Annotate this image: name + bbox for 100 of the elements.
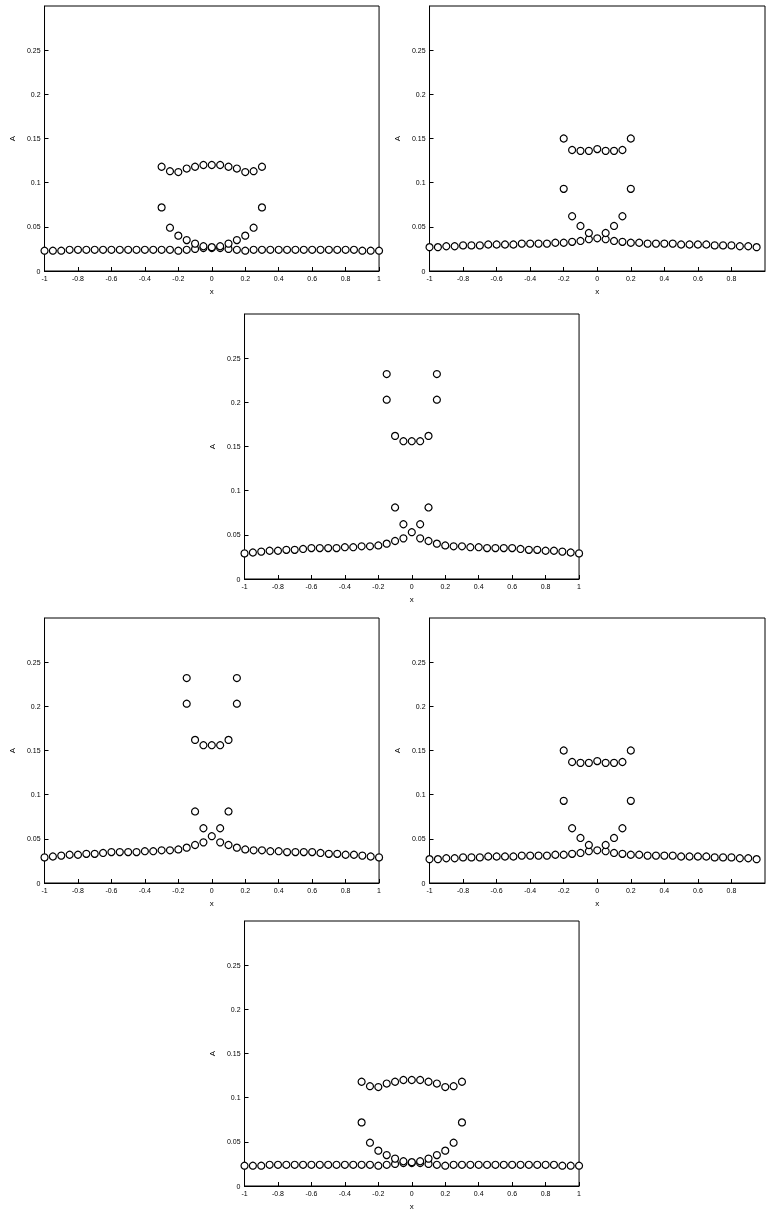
point [492,852,501,861]
point [475,853,484,862]
point [199,741,208,750]
point [643,239,652,248]
point [324,849,333,858]
point [559,850,568,859]
point [635,238,644,247]
point [526,239,535,248]
point [190,735,200,744]
point [601,228,610,238]
point [73,850,83,859]
point [593,145,602,154]
point [744,854,753,863]
point [618,824,627,833]
point [568,145,577,155]
point [516,544,525,554]
point [744,242,753,251]
point [541,546,550,555]
point [390,431,400,440]
point [240,549,249,558]
point [735,854,744,863]
point [568,849,577,858]
point [517,239,526,248]
y-axis-title: A [207,1050,217,1057]
point [618,212,627,221]
point [433,243,443,252]
point [382,395,391,404]
point [432,539,441,548]
point [425,243,434,252]
point [702,240,711,249]
point [216,824,225,833]
point [257,547,266,556]
point [333,849,342,858]
point [224,735,233,744]
point [458,241,468,250]
point [499,543,508,553]
point [484,240,493,249]
point [584,146,593,155]
point [718,241,728,250]
point [752,243,761,252]
point [249,846,258,855]
point [416,520,425,529]
point [677,852,686,861]
point [559,746,568,755]
point [534,851,543,860]
point [576,833,585,843]
point [390,536,400,546]
point [349,850,359,859]
point [366,852,375,861]
point [207,741,216,750]
point [660,851,669,860]
point [559,796,568,805]
point [609,848,619,858]
point [584,228,593,238]
point [416,437,425,446]
point [40,853,49,862]
point [132,847,141,857]
x-axis-title: x [409,1201,414,1211]
point [609,833,619,843]
point [643,851,652,860]
point [475,241,484,250]
y-axis-title: A [7,135,17,142]
point [559,184,568,193]
point [677,240,686,249]
point [182,843,191,852]
point [407,528,416,537]
point [216,838,225,847]
y-axis-title: A [392,135,402,142]
point [568,824,577,833]
x-axis-title: x [209,898,214,908]
point [199,838,208,847]
point [157,846,166,855]
point [710,241,719,250]
point [626,134,635,143]
point [174,845,183,854]
point [115,847,124,857]
point [574,549,584,558]
point [374,853,384,862]
point [266,847,275,856]
point [124,847,133,857]
x-axis-title: x [409,594,414,604]
point [626,850,635,859]
point [407,437,416,446]
point [65,850,74,859]
point [433,855,443,864]
point [467,241,476,250]
point [576,146,585,155]
point [559,134,568,143]
point [182,699,191,708]
point [559,238,568,247]
point [651,851,661,860]
point [48,852,57,861]
point [442,854,451,863]
point [752,855,761,864]
point [508,543,517,553]
point [576,848,585,858]
point [492,240,501,249]
point [534,239,543,248]
point [390,503,400,512]
point [273,546,283,555]
